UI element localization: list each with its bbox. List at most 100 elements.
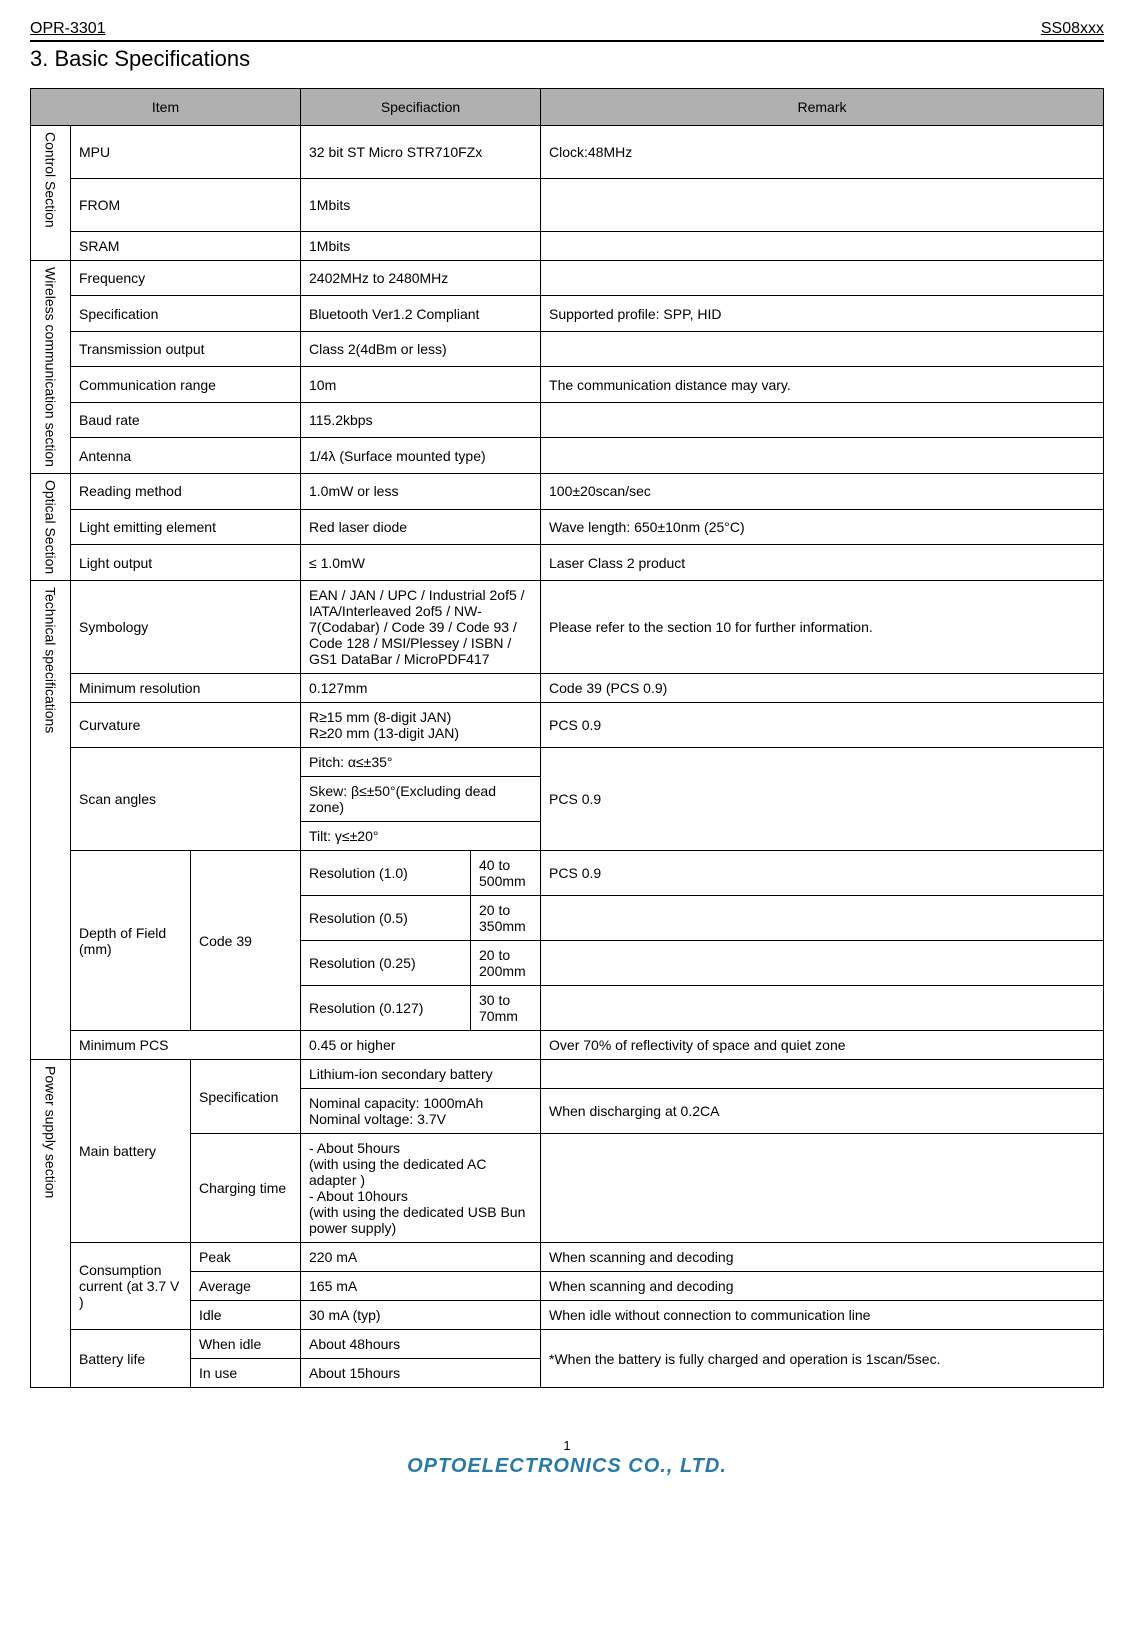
- cell: PCS 0.9: [541, 703, 1104, 748]
- cell: PCS 0.9: [541, 851, 1104, 896]
- table-row: Power supply sectionMain batterySpecific…: [31, 1060, 1104, 1089]
- section-title: 3. Basic Specifications: [30, 46, 1104, 72]
- cell: Transmission output: [71, 331, 301, 366]
- table-row: Charging time- About 5hours (with using …: [31, 1134, 1104, 1243]
- cell: Light output: [71, 545, 301, 581]
- cell: When idle: [191, 1330, 301, 1359]
- cell: Skew: β≤±50°(Excluding dead zone): [301, 777, 541, 822]
- table-row: SpecificationBluetooth Ver1.2 CompliantS…: [31, 296, 1104, 331]
- cell: Wave length: 650±10nm (25°C): [541, 509, 1104, 545]
- cell: Minimum resolution: [71, 674, 301, 703]
- cell: *When the battery is fully charged and o…: [541, 1330, 1104, 1388]
- cell: R≥15 mm (8-digit JAN) R≥20 mm (13-digit …: [301, 703, 541, 748]
- cell: When idle without connection to communic…: [541, 1301, 1104, 1330]
- cell: 1Mbits: [301, 179, 541, 232]
- col-remark: Remark: [541, 89, 1104, 126]
- cell: Symbology: [71, 581, 301, 674]
- cell: - About 5hours (with using the dedicated…: [301, 1134, 541, 1243]
- table-row: SRAM1Mbits: [31, 232, 1104, 261]
- cell: Wireless communication section: [31, 261, 71, 474]
- cell: 165 mA: [301, 1272, 541, 1301]
- cell: 20 to 200mm: [471, 941, 541, 986]
- cell: [541, 941, 1104, 986]
- cell: 0.127mm: [301, 674, 541, 703]
- cell: 40 to 500mm: [471, 851, 541, 896]
- cell: Laser Class 2 product: [541, 545, 1104, 581]
- cell: Please refer to the section 10 for furth…: [541, 581, 1104, 674]
- page-header: OPR-3301 SS08xxx: [30, 20, 1104, 42]
- cell: Tilt: γ≤±20°: [301, 822, 541, 851]
- cell: Idle: [191, 1301, 301, 1330]
- cell: Supported profile: SPP, HID: [541, 296, 1104, 331]
- cell: Light emitting element: [71, 509, 301, 545]
- cell: Scan angles: [71, 748, 301, 851]
- cell: Code 39: [191, 851, 301, 1031]
- cell: Communication range: [71, 367, 301, 402]
- table-row: Consumption current (at 3.7 V )Peak220 m…: [31, 1243, 1104, 1272]
- cell: Nominal capacity: 1000mAh Nominal voltag…: [301, 1089, 541, 1134]
- doc-id-left: OPR-3301: [30, 20, 106, 38]
- page-number: 1: [30, 1438, 1104, 1453]
- table-row: Transmission outputClass 2(4dBm or less): [31, 331, 1104, 366]
- col-item: Item: [31, 89, 301, 126]
- cell: Main battery: [71, 1060, 191, 1243]
- table-row: FROM1Mbits: [31, 179, 1104, 232]
- cell: Resolution (0.127): [301, 986, 471, 1031]
- spec-table: Item Specifiaction Remark Control Sectio…: [30, 88, 1104, 1388]
- cell: Baud rate: [71, 402, 301, 437]
- cell: Antenna: [71, 438, 301, 474]
- table-row: Wireless communication sectionFrequency2…: [31, 261, 1104, 296]
- cell: Control Section: [31, 126, 71, 261]
- cell: Resolution (0.5): [301, 896, 471, 941]
- cell: [541, 896, 1104, 941]
- cell: Red laser diode: [301, 509, 541, 545]
- cell: [541, 232, 1104, 261]
- cell: [541, 1134, 1104, 1243]
- cell: Resolution (0.25): [301, 941, 471, 986]
- cell: When discharging at 0.2CA: [541, 1089, 1104, 1134]
- cell: Pitch: α≤±35°: [301, 748, 541, 777]
- cell: Specification: [191, 1060, 301, 1134]
- table-row: Idle30 mA (typ)When idle without connect…: [31, 1301, 1104, 1330]
- table-row: Light emitting elementRed laser diodeWav…: [31, 509, 1104, 545]
- table-row: Communication range10mThe communication …: [31, 367, 1104, 402]
- cell: [541, 179, 1104, 232]
- cell: [541, 1060, 1104, 1089]
- cell: Consumption current (at 3.7 V ): [71, 1243, 191, 1330]
- table-header-row: Item Specifiaction Remark: [31, 89, 1104, 126]
- cell: 220 mA: [301, 1243, 541, 1272]
- cell: Class 2(4dBm or less): [301, 331, 541, 366]
- cell: [541, 261, 1104, 296]
- cell: Over 70% of reflectivity of space and qu…: [541, 1031, 1104, 1060]
- cell: Frequency: [71, 261, 301, 296]
- cell: Resolution (1.0): [301, 851, 471, 896]
- cell: SRAM: [71, 232, 301, 261]
- cell: 1Mbits: [301, 232, 541, 261]
- cell: Optical Section: [31, 473, 71, 580]
- cell: Curvature: [71, 703, 301, 748]
- cell: 1.0mW or less: [301, 473, 541, 509]
- cell: When scanning and decoding: [541, 1272, 1104, 1301]
- cell: 100±20scan/sec: [541, 473, 1104, 509]
- cell: 30 to 70mm: [471, 986, 541, 1031]
- cell: [541, 986, 1104, 1031]
- col-spec: Specifiaction: [301, 89, 541, 126]
- cell: MPU: [71, 126, 301, 179]
- cell: 1/4λ (Surface mounted type): [301, 438, 541, 474]
- table-row: Baud rate115.2kbps: [31, 402, 1104, 437]
- cell: Charging time: [191, 1134, 301, 1243]
- cell: Average: [191, 1272, 301, 1301]
- table-row: Optical SectionReading method1.0mW or le…: [31, 473, 1104, 509]
- cell: The communication distance may vary.: [541, 367, 1104, 402]
- table-row: Technical specificationsSymbologyEAN / J…: [31, 581, 1104, 674]
- cell: Code 39 (PCS 0.9): [541, 674, 1104, 703]
- cell: Bluetooth Ver1.2 Compliant: [301, 296, 541, 331]
- cell: Clock:48MHz: [541, 126, 1104, 179]
- cell: PCS 0.9: [541, 748, 1104, 851]
- table-row: Minimum resolution0.127mmCode 39 (PCS 0.…: [31, 674, 1104, 703]
- cell: ≤ 1.0mW: [301, 545, 541, 581]
- cell: FROM: [71, 179, 301, 232]
- table-row: CurvatureR≥15 mm (8-digit JAN) R≥20 mm (…: [31, 703, 1104, 748]
- table-row: Depth of Field (mm)Code 39Resolution (1.…: [31, 851, 1104, 896]
- cell: Minimum PCS: [71, 1031, 301, 1060]
